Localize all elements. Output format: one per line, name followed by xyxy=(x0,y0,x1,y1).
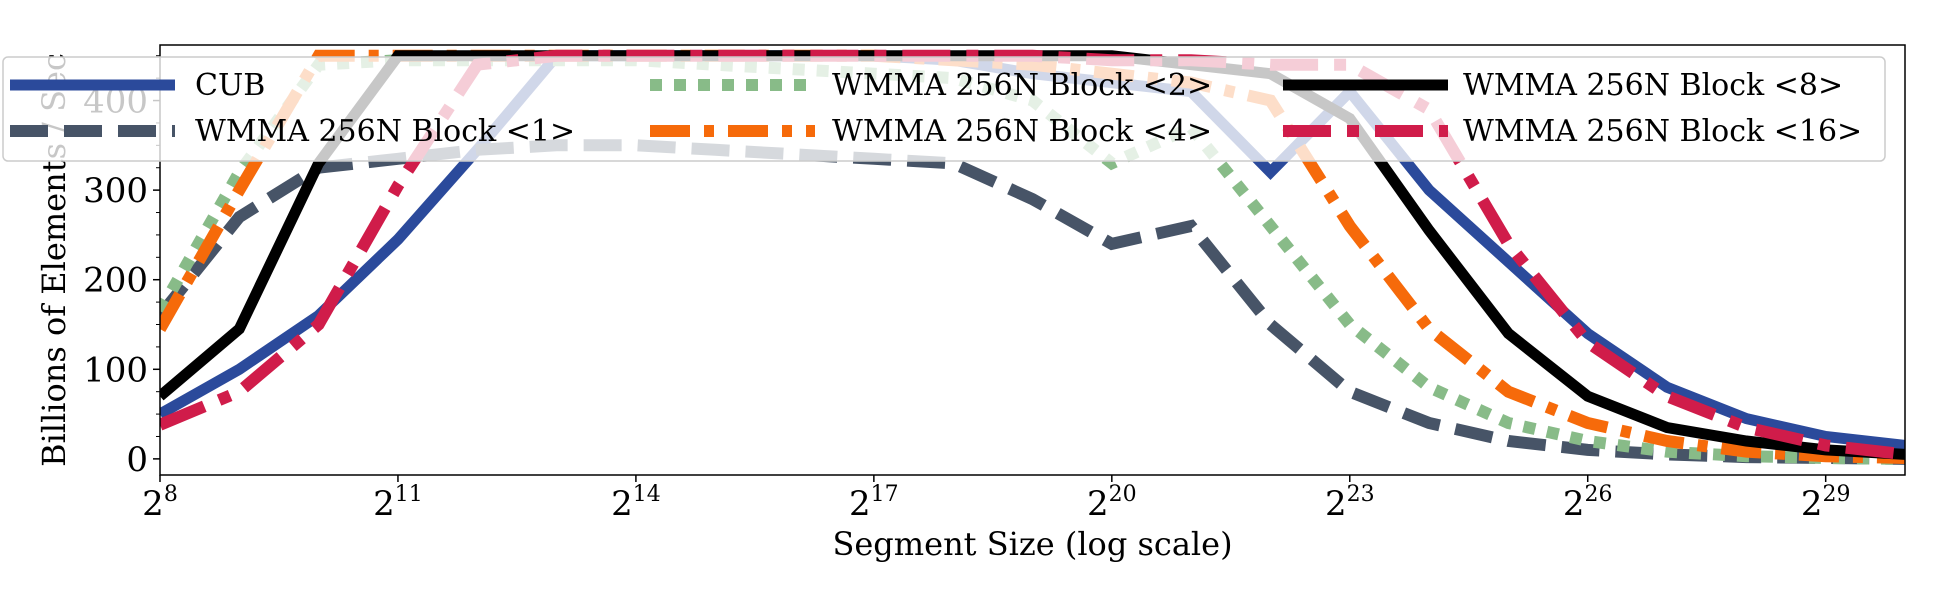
x-tick-label: 220 xyxy=(1087,482,1137,524)
x-tick-base: 2 xyxy=(1325,484,1347,524)
x-axis-title: Segment Size (log scale) xyxy=(832,525,1232,563)
x-tick-exponent: 11 xyxy=(395,482,423,507)
x-tick-label: 211 xyxy=(373,482,423,524)
legend-label-5: WMMA 256N Block <8> xyxy=(1463,68,1843,103)
x-tick-exponent: 23 xyxy=(1347,482,1375,507)
x-tick-base: 2 xyxy=(849,484,871,524)
x-tick-base: 2 xyxy=(142,484,164,524)
x-tick-label: 214 xyxy=(611,482,661,524)
legend-label-3: WMMA 256N Block <2> xyxy=(832,68,1212,103)
x-tick-label: 217 xyxy=(849,482,899,524)
y-tick-label: 200 xyxy=(83,261,148,301)
legend-label-4: WMMA 256N Block <4> xyxy=(832,114,1212,149)
x-tick-exponent: 17 xyxy=(871,482,899,507)
legend-label-1: CUB xyxy=(195,68,265,103)
x-tick-base: 2 xyxy=(1563,484,1585,524)
x-tick-exponent: 29 xyxy=(1823,482,1851,507)
x-tick-base: 2 xyxy=(1801,484,1823,524)
x-tick-label: 28 xyxy=(142,482,178,524)
series-line-6 xyxy=(160,49,1905,461)
x-tick-label: 229 xyxy=(1801,482,1851,524)
y-tick-label: 300 xyxy=(83,171,148,211)
plot-frame xyxy=(159,44,1906,476)
x-tick-exponent: 14 xyxy=(633,482,661,507)
x-tick-exponent: 8 xyxy=(164,482,178,507)
y-tick-label: 100 xyxy=(83,350,148,390)
x-tick-base: 2 xyxy=(1087,484,1109,524)
series-line-2 xyxy=(160,139,1905,465)
x-tick-base: 2 xyxy=(611,484,633,524)
x-axis: 28 211 214 217 220 223 226 229 xyxy=(142,475,1851,524)
legend-label-2: WMMA 256N Block <1> xyxy=(195,114,575,149)
x-tick-exponent: 26 xyxy=(1585,482,1613,507)
x-tick-base: 2 xyxy=(373,484,395,524)
y-tick-label: 0 xyxy=(126,440,148,480)
legend-label-6: WMMA 256N Block <16> xyxy=(1463,114,1862,149)
legend: CUB WMMA 256N Block <1> WMMA 256N Block <2… xyxy=(2,56,1886,162)
x-tick-label: 223 xyxy=(1325,482,1375,524)
x-tick-exponent: 20 xyxy=(1109,482,1137,507)
x-tick-label: 226 xyxy=(1563,482,1613,524)
